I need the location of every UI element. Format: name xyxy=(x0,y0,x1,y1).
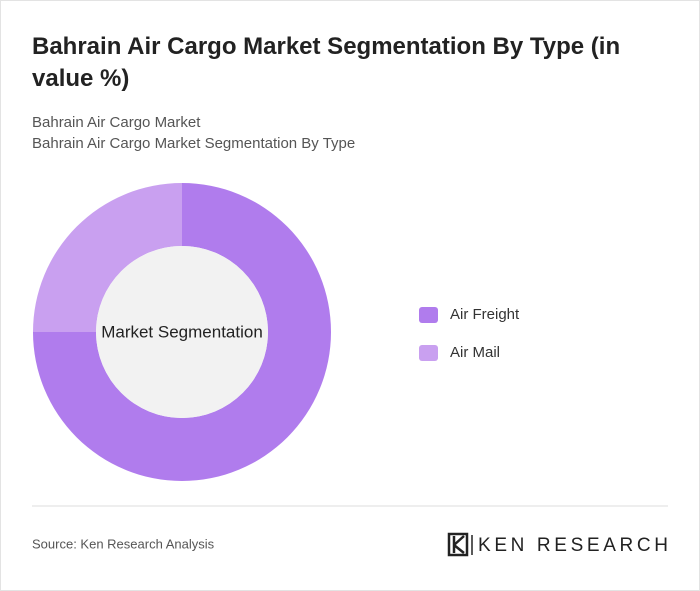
legend-label: Air Freight xyxy=(450,306,520,323)
donut-slice xyxy=(33,183,182,332)
title-box: Bahrain Air Cargo Market Segmentation By… xyxy=(32,33,621,92)
center-label: Market Segmentation xyxy=(101,322,263,341)
legend-label: Air Mail xyxy=(450,344,500,361)
donut-hole xyxy=(96,246,268,418)
donut-slice xyxy=(33,183,331,481)
logo-icon xyxy=(452,535,465,554)
logo-icon xyxy=(447,532,469,557)
donut xyxy=(33,183,331,481)
chart-title: Bahrain Air Cargo Market Segmentation By… xyxy=(32,33,621,92)
subtitle: Bahrain Air Cargo Market xyxy=(32,114,201,131)
logo: KEN RESEARCH xyxy=(447,532,668,557)
logo-text: KEN RESEARCH xyxy=(478,535,668,556)
source: Source: Ken Research Analysis xyxy=(32,536,215,551)
legend-swatch xyxy=(419,307,438,323)
legend-swatch xyxy=(419,345,438,361)
subtitle: Bahrain Air Cargo Market Segmentation By… xyxy=(32,135,355,152)
legend: Air Freight Air Mail xyxy=(419,306,520,361)
